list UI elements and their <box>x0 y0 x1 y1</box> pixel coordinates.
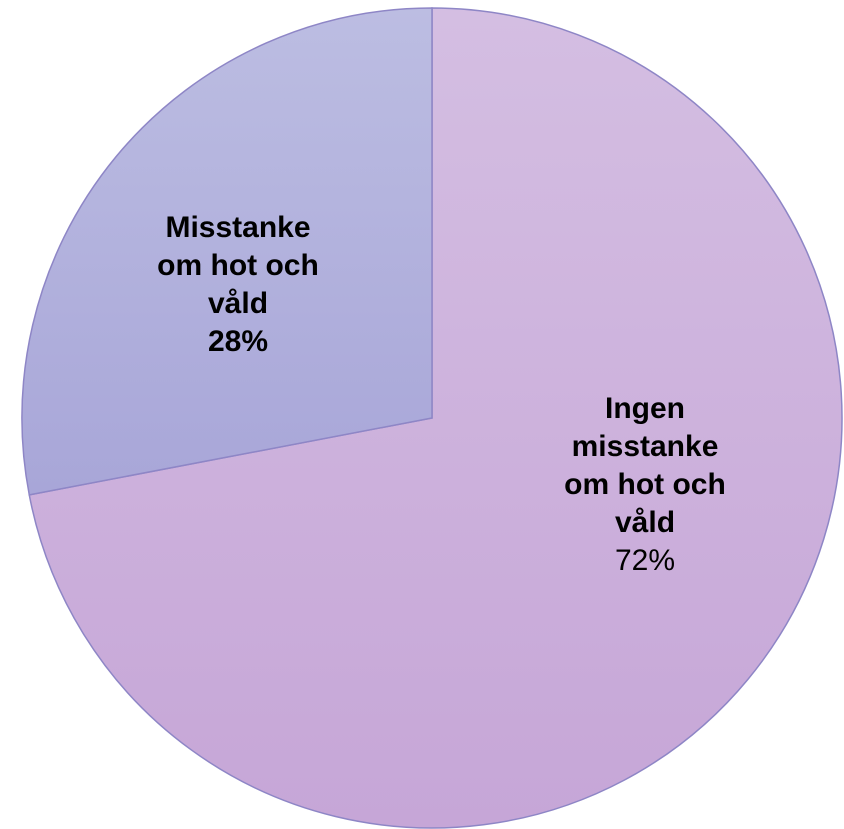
slice-label: Ingen misstanke om hot och våld 72% <box>559 390 731 580</box>
pie-slice <box>28 7 843 829</box>
slice-label: Misstanke om hot och våld 28% <box>152 209 324 361</box>
category-label: Misstanke om hot och våld <box>157 211 319 320</box>
value-label: 72% <box>614 544 676 577</box>
pie-slice <box>21 7 433 496</box>
value-label: 28% <box>207 325 269 358</box>
category-label: Ingen misstanke om hot och våld <box>564 392 726 539</box>
